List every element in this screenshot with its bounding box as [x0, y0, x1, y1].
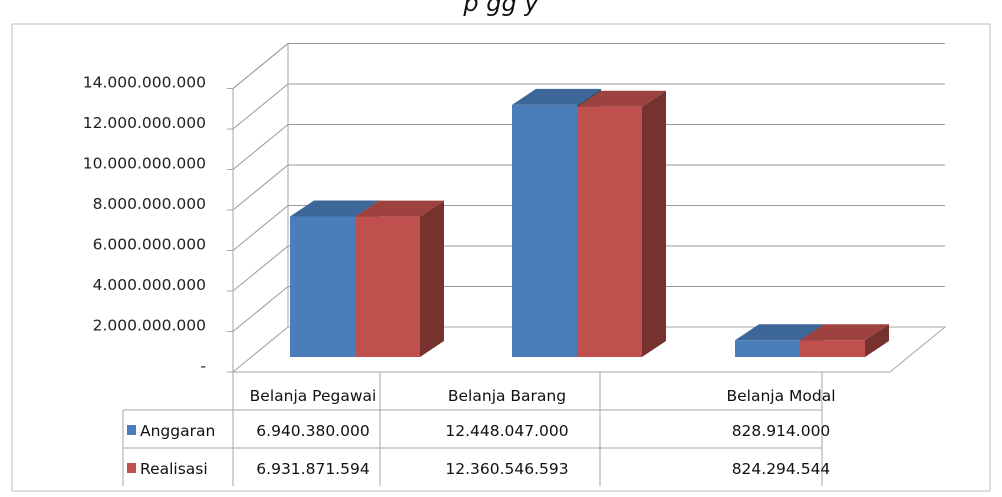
- gridlines: [232, 43, 945, 332]
- y-axis: - 2.000.000.000 4.000.000.000 6.000.000.000…: [83, 74, 234, 375]
- bar-top: [355, 200, 444, 217]
- chart-title-fragment: p gg y: [463, 0, 539, 17]
- chart-walls: [232, 42, 289, 374]
- table-value: 12.448.047.000: [445, 422, 568, 440]
- bar-top: [290, 200, 379, 217]
- bar-front: [800, 340, 865, 357]
- table-category-label: Belanja Modal: [726, 387, 835, 405]
- gridline: [232, 124, 945, 170]
- legend-key-anggaran: [127, 425, 136, 435]
- table-value: 6.940.380.000: [256, 422, 369, 440]
- bar-side: [865, 324, 889, 357]
- gridline: [232, 83, 945, 130]
- bar-realisasi-0: [355, 200, 444, 357]
- y-tick-label: 8.000.000.000: [93, 195, 206, 213]
- y-tick-label: 10.000.000.000: [83, 155, 206, 173]
- title-strip: p gg y: [0, 0, 1002, 30]
- legend-key-realisasi: [127, 463, 136, 473]
- bar-front: [290, 216, 355, 357]
- table-category-label: Belanja Pegawai: [250, 387, 377, 405]
- bar-front: [512, 104, 577, 357]
- y-tick-label: -: [200, 357, 206, 375]
- bar-front: [735, 340, 800, 357]
- table-category-label: Belanja Barang: [448, 387, 566, 405]
- legend-label-realisasi: Realisasi: [140, 460, 208, 478]
- gridline: [232, 286, 945, 332]
- table-value: 12.360.546.593: [445, 460, 568, 478]
- y-tick-label: 4.000.000.000: [93, 276, 206, 294]
- gridline: [232, 43, 945, 89]
- gridline: [232, 205, 945, 251]
- legend-label-anggaran: Anggaran: [140, 422, 215, 440]
- bar-front: [355, 216, 420, 357]
- bar-realisasi-2: [800, 324, 889, 357]
- y-tick-label: 12.000.000.000: [83, 114, 206, 132]
- table-value: 6.931.871.594: [256, 460, 369, 478]
- table-value: 824.294.544: [732, 460, 831, 478]
- y-tick-label: 2.000.000.000: [93, 317, 206, 335]
- bar-top: [577, 90, 666, 107]
- bar-top: [512, 88, 601, 105]
- bars: [290, 88, 889, 358]
- chart-border: [11, 23, 991, 492]
- bar-front: [577, 106, 642, 357]
- data-table: Belanja Pegawai Belanja Barang Belanja Mod…: [122, 371, 836, 486]
- bar-side: [642, 90, 666, 358]
- y-tick-label: 6.000.000.000: [93, 236, 206, 254]
- gridline: [232, 164, 945, 211]
- y-tick-label: 14.000.000.000: [83, 74, 206, 92]
- gridline: [232, 245, 945, 292]
- side-wall: [232, 42, 289, 374]
- bar-top: [735, 324, 824, 341]
- bar-top: [800, 324, 889, 341]
- bar-realisasi-1: [577, 90, 666, 358]
- table-value: 828.914.000: [732, 422, 831, 440]
- bar-side: [420, 200, 444, 357]
